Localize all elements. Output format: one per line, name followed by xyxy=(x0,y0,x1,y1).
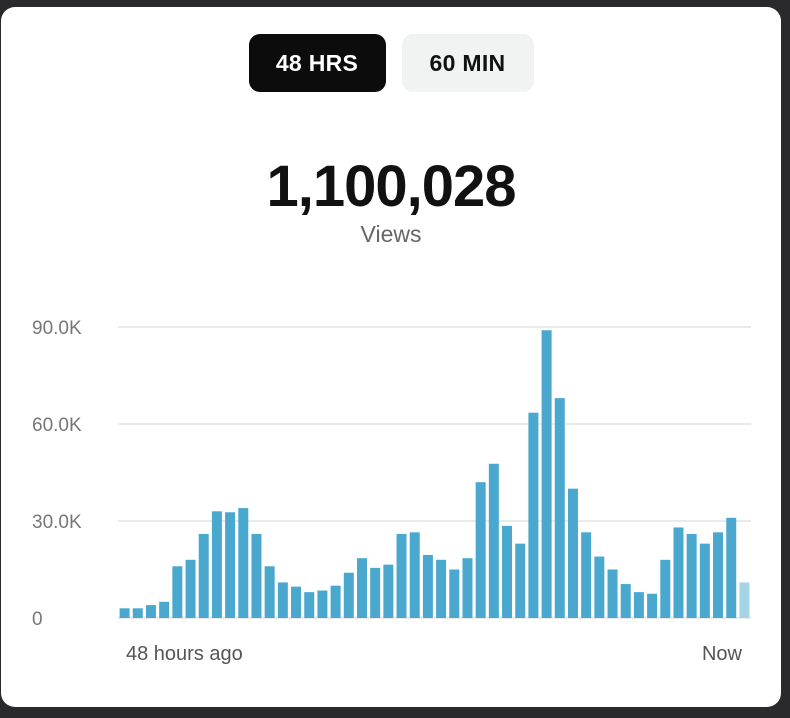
bar[interactable] xyxy=(343,572,354,618)
bar[interactable] xyxy=(647,593,658,618)
x-end-label: Now xyxy=(702,643,743,665)
bar[interactable] xyxy=(515,543,526,618)
axis-labels: 48 hours ago Now xyxy=(126,643,743,665)
bar[interactable] xyxy=(383,564,394,618)
time-range-tabs: 48 HRS 60 MIN xyxy=(1,34,781,92)
bar[interactable] xyxy=(581,532,592,618)
bar[interactable] xyxy=(475,482,486,618)
bar[interactable] xyxy=(198,533,209,618)
bar[interactable] xyxy=(225,512,236,618)
y-tick-label: 0 xyxy=(32,609,43,630)
bar[interactable] xyxy=(554,398,565,618)
bar[interactable] xyxy=(159,601,170,618)
bar[interactable] xyxy=(620,584,631,618)
bar[interactable] xyxy=(291,586,302,618)
bar[interactable] xyxy=(633,592,644,618)
bar[interactable] xyxy=(304,592,315,618)
y-tick-label: 90.0K xyxy=(32,318,82,339)
bar[interactable] xyxy=(185,559,196,618)
bar[interactable] xyxy=(673,527,684,618)
bar[interactable] xyxy=(370,567,381,618)
bar[interactable] xyxy=(436,559,447,618)
bar[interactable] xyxy=(449,569,460,619)
bar-current[interactable] xyxy=(739,582,750,618)
bar[interactable] xyxy=(132,608,143,618)
bar[interactable] xyxy=(502,525,513,618)
bar[interactable] xyxy=(356,558,367,618)
bar[interactable] xyxy=(277,582,288,618)
x-start-label: 48 hours ago xyxy=(126,643,243,665)
bar[interactable] xyxy=(594,556,605,618)
bar[interactable] xyxy=(396,533,407,618)
bar[interactable] xyxy=(251,533,262,618)
bar[interactable] xyxy=(330,585,341,618)
bar[interactable] xyxy=(541,330,552,618)
bars xyxy=(119,330,750,619)
bar[interactable] xyxy=(528,412,539,618)
bar[interactable] xyxy=(726,517,737,618)
views-bar-chart: 0 30.0K 60.0K 90.0K 48 hours ago Now xyxy=(32,318,751,665)
bar[interactable] xyxy=(462,558,473,618)
tab-48-hrs[interactable]: 48 HRS xyxy=(248,34,386,92)
bar[interactable] xyxy=(713,532,724,618)
bar[interactable] xyxy=(686,533,697,618)
tab-60-min[interactable]: 60 MIN xyxy=(401,34,534,92)
views-total: 1,100,028 xyxy=(266,154,516,219)
bar[interactable] xyxy=(567,488,578,618)
bar[interactable] xyxy=(119,608,130,618)
bar[interactable] xyxy=(264,566,275,618)
gridlines: 0 30.0K 60.0K 90.0K xyxy=(32,318,751,630)
y-tick-label: 30.0K xyxy=(32,512,82,533)
bar[interactable] xyxy=(211,511,222,618)
bar[interactable] xyxy=(409,532,420,618)
bar[interactable] xyxy=(660,559,671,618)
metric-label: Views xyxy=(360,221,422,247)
bar[interactable] xyxy=(699,543,710,618)
bar[interactable] xyxy=(238,508,249,618)
bar[interactable] xyxy=(422,554,433,618)
y-tick-label: 60.0K xyxy=(32,415,82,436)
bar[interactable] xyxy=(607,569,618,619)
views-card: 48 HRS 60 MIN 1,100,028 Views 0 30.0K 60.0… xyxy=(1,7,781,707)
bar[interactable] xyxy=(488,463,499,618)
bar[interactable] xyxy=(172,566,183,618)
bar[interactable] xyxy=(145,605,156,618)
bar[interactable] xyxy=(317,590,328,618)
